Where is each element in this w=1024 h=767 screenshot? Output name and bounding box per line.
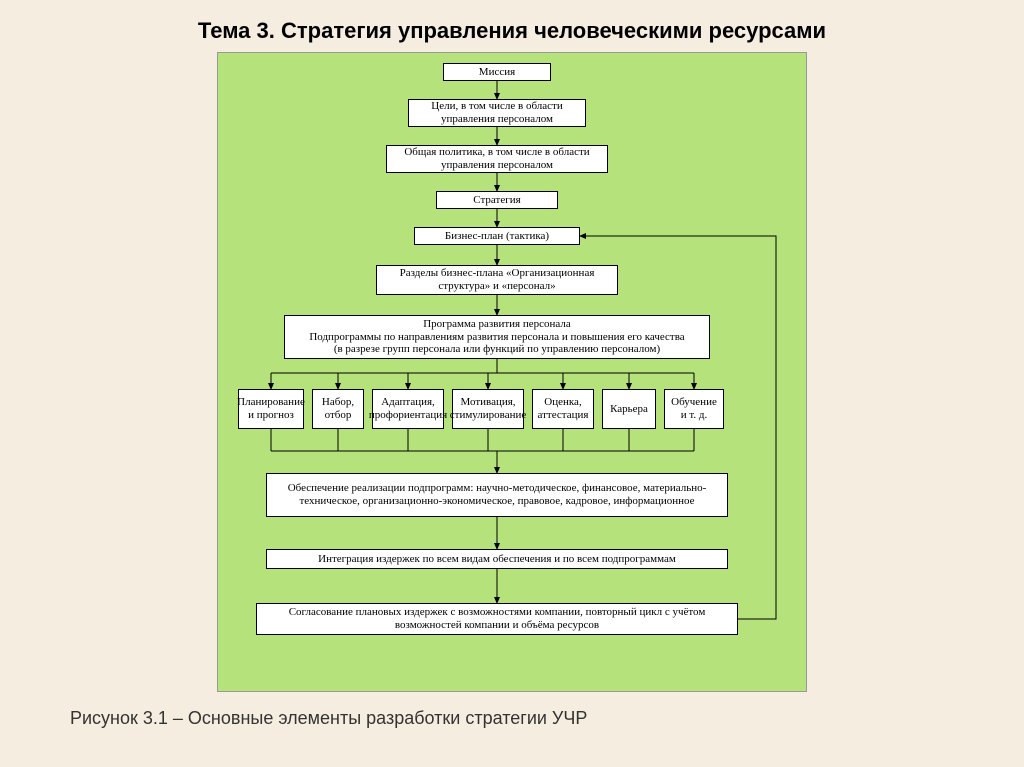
flowchart-node-n8: Обеспечение реализации подпрограмм: науч… xyxy=(266,473,728,517)
flowchart-node-n1: Миссия xyxy=(443,63,551,81)
flowchart-node-n9: Интеграция издержек по всем видам обеспе… xyxy=(266,549,728,569)
page-title: Тема 3. Стратегия управления человечески… xyxy=(0,0,1024,52)
flowchart-node-s5: Оценка, аттестация xyxy=(532,389,594,429)
flowchart-node-n7: Программа развития персонала Подпрограмм… xyxy=(284,315,710,359)
flowchart-node-s1: Планирование и прогноз xyxy=(238,389,304,429)
flowchart-node-n6: Разделы бизнес-плана «Организационная ст… xyxy=(376,265,618,295)
flowchart-node-n10: Согласование плановых издержек с возможн… xyxy=(256,603,738,635)
flowchart-node-s2: Набор, отбор xyxy=(312,389,364,429)
flowchart-node-n2: Цели, в том числе в области управления п… xyxy=(408,99,586,127)
flowchart-node-s3: Адаптация, профориентация xyxy=(372,389,444,429)
flowchart-node-n3: Общая политика, в том числе в области уп… xyxy=(386,145,608,173)
flowchart-node-s7: Обучение и т. д. xyxy=(664,389,724,429)
flowchart-node-s6: Карьера xyxy=(602,389,656,429)
flowchart-node-s4: Мотивация, стимулирование xyxy=(452,389,524,429)
figure-caption: Рисунок 3.1 – Основные элементы разработ… xyxy=(0,692,1024,729)
flowchart-node-n5: Бизнес-план (тактика) xyxy=(414,227,580,245)
flowchart-node-n4: Стратегия xyxy=(436,191,558,209)
flowchart-diagram: Миссия Цели, в том числе в области управл… xyxy=(217,52,807,692)
